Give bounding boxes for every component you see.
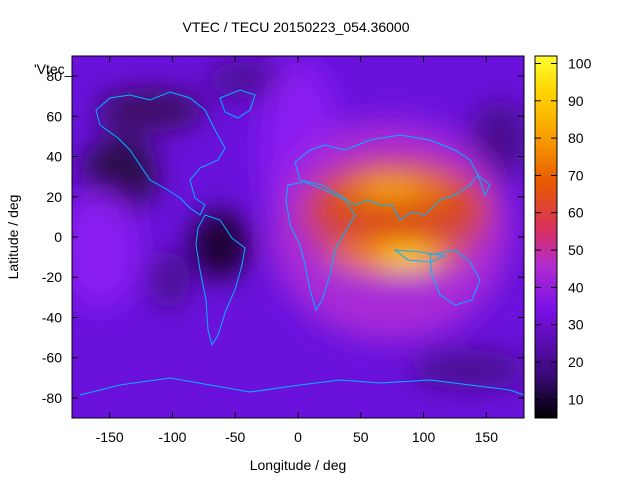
colorbar-tick-label: 100 — [568, 55, 592, 71]
x-tick-label: 50 — [353, 429, 369, 445]
y-tick-label: -40 — [42, 309, 62, 325]
colorbar-tick-label: 20 — [568, 354, 584, 370]
y-tick-label: 60 — [46, 108, 62, 124]
heatmap-features — [72, 60, 524, 390]
colorbar-tick-label: 80 — [568, 130, 584, 146]
colorbar-tick-label: 30 — [568, 317, 584, 333]
y-axis-label: Latitude / deg — [5, 195, 21, 280]
y-tick-label: 80 — [46, 68, 62, 84]
colorbar-tick-label: 50 — [568, 242, 584, 258]
colorbar-tick-label: 90 — [568, 93, 584, 109]
x-tick-label: 150 — [475, 429, 499, 445]
x-tick-label: -150 — [96, 429, 124, 445]
y-tick-label: 40 — [46, 149, 62, 165]
colorbar-tick-label: 60 — [568, 205, 584, 221]
legend-entry: 'Vtec_ — [34, 61, 73, 77]
y-tick-label: -80 — [42, 390, 62, 406]
x-tick-label: 0 — [294, 429, 302, 445]
colorbar — [534, 55, 558, 419]
colorbar-ticks: 10 20 30 40 50 60 70 80 90 100 — [535, 55, 592, 407]
x-axis-ticks: -150 -100 -50 0 50 100 150 — [96, 56, 499, 445]
y-tick-label: 0 — [54, 229, 62, 245]
x-axis-label: Longitude / deg — [250, 457, 347, 473]
y-axis-ticks: -80 -60 -40 -20 0 20 40 60 80 — [42, 68, 524, 406]
colorbar-tick-label: 10 — [568, 391, 584, 407]
colorbar-tick-label: 40 — [568, 279, 584, 295]
x-tick-label: -100 — [158, 429, 186, 445]
chart-title: VTEC / TECU 20150223_054.36000 — [182, 19, 409, 35]
y-tick-label: 20 — [46, 189, 62, 205]
x-tick-label: 100 — [412, 429, 436, 445]
heatmap — [72, 56, 524, 418]
colorbar-tick-label: 70 — [568, 167, 584, 183]
coastlines — [79, 89, 524, 396]
y-tick-label: -60 — [42, 350, 62, 366]
x-tick-label: -50 — [225, 429, 245, 445]
y-tick-label: -20 — [42, 269, 62, 285]
